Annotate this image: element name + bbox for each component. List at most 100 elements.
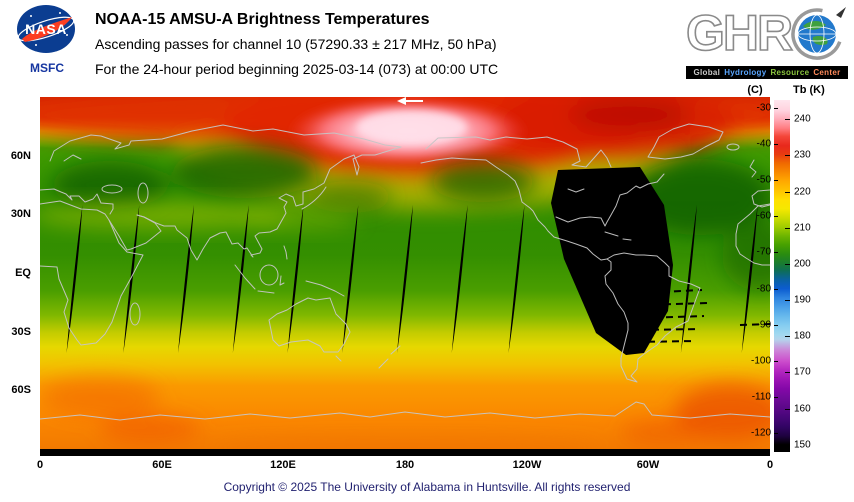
coastline-greenland: [647, 123, 724, 160]
coastline-black-sea: [101, 184, 123, 194]
kelvin-tick-150: 150: [794, 439, 811, 451]
copyright: Copyright © 2025 The University of Alaba…: [223, 480, 631, 494]
coastline-nw-africa: [735, 203, 771, 266]
lon-label-1-60E: 60E: [152, 459, 172, 471]
kelvin-tick-mark: [785, 444, 790, 446]
coastline-asia-south: [136, 146, 402, 261]
celsius-tick-mark: [774, 324, 778, 326]
kelvin-tick-230: 230: [794, 149, 811, 161]
coastline-british-isles: [749, 159, 757, 178]
lon-label-0-0: 0: [36, 459, 44, 471]
celsius-tick--70: -70: [756, 246, 771, 258]
kelvin-tick-200: 200: [794, 258, 811, 270]
colorbar-scale: [774, 100, 790, 452]
swath-gap: [232, 205, 249, 353]
x-axis-bar: [40, 449, 770, 456]
tagline-word: Resource: [770, 68, 810, 77]
coastline-caribbean: [604, 231, 632, 241]
celsius-tick--90: -90: [756, 319, 771, 331]
coastline-great-lakes: [567, 188, 585, 193]
msfc-label: MSFC: [30, 61, 64, 75]
celsius-tick-mark: [774, 361, 778, 362]
nasa-insignia-icon: NASA: [17, 5, 75, 53]
celsius-tick-mark: [774, 216, 778, 218]
subtitle-channel: Ascending passes for channel 10 (57290.3…: [95, 36, 497, 52]
lon-label-4-120W: 120W: [512, 459, 542, 471]
ghrc-tagline: Global Hydrology Resource Center: [686, 66, 848, 79]
lat-label-60S: 60S: [11, 384, 31, 396]
brightness-temperature-map: [0, 75, 825, 459]
coastline-north-america-west: [420, 157, 608, 261]
celsius-tick--100: -100: [750, 355, 771, 367]
colorbar-kelvin-labels: 240 230 220 210 200 190 180 170 160 150: [794, 100, 834, 452]
celsius-tick--40: -40: [756, 138, 771, 150]
kelvin-tick-240: 240: [794, 113, 811, 125]
kelvin-tick-mark: [785, 191, 790, 193]
kelvin-tick-180: 180: [794, 330, 811, 342]
coastline-iceland: [726, 143, 740, 151]
celsius-tick--120: -120: [750, 427, 771, 439]
kelvin-tick-mark: [785, 155, 790, 157]
nasa-logo: NASA MSFC: [13, 4, 81, 75]
swath-gap: [287, 205, 304, 353]
coastline-sulawesi: [279, 275, 285, 286]
celsius-tick--110: -110: [751, 391, 771, 403]
celsius-tick-mark: [774, 252, 778, 254]
kelvin-tick-190: 190: [794, 294, 811, 306]
coastline-borneo: [259, 264, 279, 286]
swath-gap: [123, 205, 140, 353]
kelvin-tick-220: 220: [794, 186, 811, 198]
swath-gap: [342, 205, 359, 353]
celsius-tick--60: -60: [756, 210, 771, 222]
coastline-baltic: [63, 154, 82, 162]
ghrc-logo: GHR Global Hydrology Resource Center: [685, 4, 848, 79]
title-block: NOAA-15 AMSU-A Brightness Temperatures A…: [95, 8, 498, 82]
ghrc-wordmark-icon: GHR: [685, 4, 846, 62]
swath-gap: [508, 205, 525, 353]
kelvin-tick-160: 160: [794, 403, 811, 415]
kelvin-tick-210: 210: [794, 222, 811, 234]
swath-gap: [178, 205, 194, 353]
world-map: [0, 75, 825, 459]
celsius-tick-mark: [774, 180, 778, 182]
coastline-tasmania: [335, 355, 342, 362]
tagline-word: Hydrology: [724, 68, 767, 77]
kelvin-tick-mark: [785, 300, 790, 302]
missing-data-region: [551, 167, 673, 355]
celsius-tick--80: -80: [756, 283, 771, 295]
polar-warm-core: [357, 111, 467, 143]
coastline-iberia: [751, 189, 771, 208]
ghrc-letters: GHR: [686, 5, 793, 60]
swath-gap: [451, 205, 468, 353]
celsius-tick--30: -30: [756, 102, 771, 114]
celsius-tick-mark: [774, 107, 778, 109]
swath-gap: [66, 205, 83, 353]
coastline-africa: [39, 200, 144, 346]
partial-scanline-gaps: [635, 289, 771, 343]
coastline-sumatra-java: [234, 264, 275, 294]
tagline-word: Center: [813, 68, 841, 77]
coastline-arctic-north-america: [425, 136, 612, 168]
coastline-arctic-eurasia: [49, 124, 402, 162]
coastline-north-america-east: [555, 173, 665, 227]
scan-direction-arrow-icon: [397, 97, 423, 105]
colorbar-kelvin-header: Tb (K): [793, 84, 825, 96]
lat-label-EQ: EQ: [15, 267, 31, 279]
swath-gap: [741, 205, 758, 353]
nasa-wordmark: NASA: [25, 21, 67, 37]
coastline-madagascar: [129, 302, 141, 326]
coastline-caspian: [137, 182, 149, 204]
page-title: NOAA-15 AMSU-A Brightness Temperatures: [95, 11, 430, 28]
kelvin-tick-170: 170: [794, 366, 811, 378]
subtropic-warm-streaks: [30, 201, 360, 229]
lon-label-2-120E: 120E: [270, 459, 296, 471]
celsius-tick-mark: [774, 143, 778, 145]
celsius-tick--50: -50: [756, 174, 771, 186]
swath-gap: [397, 205, 413, 353]
kelvin-tick-mark: [785, 372, 790, 374]
coastline-antarctica: [39, 401, 771, 421]
coastline-south-america: [604, 252, 701, 383]
celsius-tick-mark: [774, 288, 778, 290]
kelvin-tick-mark: [785, 408, 790, 410]
